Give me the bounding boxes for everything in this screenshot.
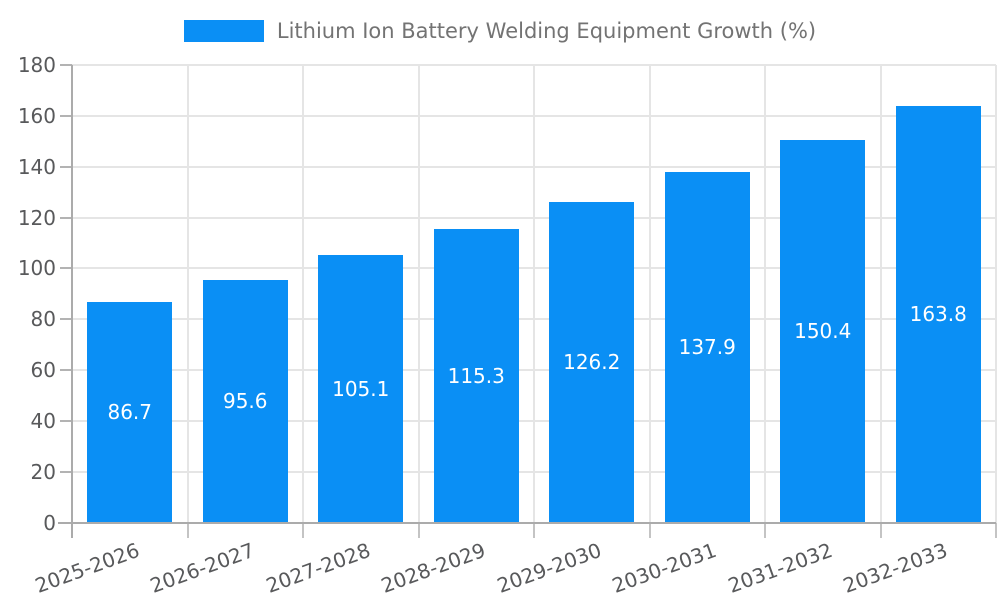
x-tick-mark (648, 522, 651, 538)
x-gridline (648, 65, 651, 523)
y-tick-mark (60, 369, 72, 371)
x-gridline (302, 65, 304, 523)
legend-item[interactable]: Lithium Ion Battery Welding Equipment Gr… (183, 18, 817, 44)
x-gridline (186, 65, 189, 523)
bar-value-label: 163.8 (909, 302, 967, 327)
x-gridline (764, 65, 766, 523)
y-tick-mark (60, 165, 72, 168)
y-axis (71, 65, 73, 538)
y-tick-label: 180 (17, 53, 56, 77)
y-tick-label: 100 (17, 256, 56, 281)
x-gridline (417, 65, 420, 523)
bar-value-label: 150.4 (794, 319, 852, 344)
x-gridline (995, 65, 997, 523)
y-tick-mark (60, 114, 72, 117)
bar-value-label: 95.6 (222, 389, 268, 413)
x-gridline (533, 65, 535, 523)
y-tick-mark (60, 318, 72, 321)
y-tick-label: 0 (43, 510, 56, 535)
bar[interactable]: 150.4 (780, 140, 866, 523)
x-tick-mark (533, 522, 535, 538)
y-tick-label: 120 (17, 205, 56, 230)
bar[interactable]: 115.3 (433, 229, 519, 523)
bar-value-label: 105.1 (332, 376, 390, 401)
y-tick-label: 20 (30, 459, 56, 484)
x-tick-mark (995, 522, 997, 538)
x-gridline (879, 65, 882, 523)
y-tick-mark (60, 64, 72, 66)
x-axis (58, 521, 996, 524)
x-tick-mark (764, 522, 766, 538)
bar[interactable]: 163.8 (895, 106, 981, 523)
bar-value-label: 137.9 (678, 335, 736, 360)
legend: Lithium Ion Battery Welding Equipment Gr… (0, 18, 1000, 44)
bar-value-label: 126.2 (563, 350, 621, 375)
bar[interactable]: 86.7 (87, 302, 173, 523)
y-tick-mark (60, 267, 72, 270)
x-tick-mark (417, 522, 420, 538)
x-tick-mark (302, 522, 304, 538)
x-tick-mark (186, 522, 189, 538)
bar[interactable]: 126.2 (549, 201, 635, 523)
y-tick-label: 80 (30, 307, 56, 332)
bar[interactable]: 105.1 (318, 255, 404, 523)
bar[interactable]: 95.6 (202, 279, 288, 523)
y-tick-mark (60, 419, 72, 422)
legend-swatch-icon (183, 20, 264, 42)
y-tick-label: 140 (17, 154, 56, 179)
bar[interactable]: 137.9 (664, 172, 750, 523)
legend-label: Lithium Ion Battery Welding Equipment Gr… (276, 19, 817, 43)
y-tick-label: 60 (30, 358, 56, 382)
bar-value-label: 115.3 (447, 363, 505, 388)
x-tick-mark (879, 522, 882, 538)
y-tick-mark (60, 470, 72, 473)
y-tick-mark (60, 216, 72, 219)
bar-value-label: 86.7 (107, 400, 153, 425)
y-tick-label: 40 (30, 408, 56, 433)
y-tick-label: 160 (17, 103, 56, 128)
